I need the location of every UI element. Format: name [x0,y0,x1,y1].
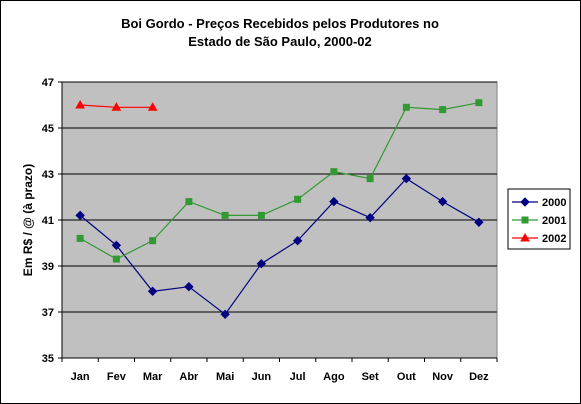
data-point [256,258,267,269]
series-layer [75,99,484,320]
data-point [75,99,85,109]
chart-title-line-2: Estado de São Paulo, 2000-02 [188,34,372,49]
x-tick-label: Fev [107,371,127,383]
data-point [147,286,158,297]
legend: 2000 2001 2002 [507,188,571,250]
x-tick-label: Mai [216,371,234,383]
data-point [112,255,120,263]
y-tick-label: 41 [42,215,54,227]
legend-marker [520,197,530,207]
y-tick-label: 35 [42,353,54,365]
x-tick-label: Out [397,371,416,383]
y-axis-ticks: 35 37 39 41 43 45 47 [42,77,63,365]
legend-marker [520,232,530,242]
data-point [366,175,374,183]
x-tick-label: Jul [290,371,306,383]
data-point [402,103,410,111]
y-tick-label: 45 [42,123,54,135]
x-tick-label: Ago [323,371,345,383]
data-point [401,173,412,184]
series-line [79,177,480,316]
data-point [220,309,230,320]
series-2001 [76,99,483,263]
data-point [437,196,448,207]
legend-item-2001: 2001 [512,215,566,227]
y-tick-label: 39 [42,261,54,273]
legend-box [507,188,571,250]
legend-label: 2000 [542,197,566,209]
y-tick-label: 47 [42,77,54,89]
data-point [292,235,303,246]
data-point [149,237,157,245]
x-tick-label: Set [362,371,379,383]
data-point [185,198,193,206]
series-2000 [75,173,484,320]
data-point [257,211,265,219]
x-tick-label: Nov [432,371,454,383]
data-point [221,211,229,219]
y-tick-label: 37 [42,307,54,319]
x-tick-label: Abr [179,371,199,383]
legend-marker [521,216,529,224]
data-point [75,210,85,221]
data-point [184,281,194,292]
grid-lines [62,81,497,313]
y-tick-label: 43 [42,169,54,181]
data-point [147,102,158,111]
x-tick-label: Jun [252,371,272,383]
legend-label: 2002 [542,233,566,245]
chart-title-line-1: Boi Gordo - Preços Recebidos pelos Produ… [121,16,439,31]
x-axis-ticks: Jan Fev Mar Abr Mai Jun Jul Ago Set Out Nov Dez [61,357,498,383]
x-tick-label: Mar [143,371,163,383]
data-point [475,99,483,107]
x-tick-label: Dez [469,371,489,383]
data-point [329,196,339,207]
data-point [294,195,302,203]
y-axis-label: Em R$ / @ (à prazo) [21,164,35,276]
legend-label: 2001 [542,215,566,227]
data-point [111,102,122,111]
data-point [76,234,84,242]
data-point [111,240,122,251]
legend-item-2002: 2002 [512,232,566,245]
data-point [439,106,447,114]
data-point [474,217,484,228]
data-point [365,212,375,223]
chart-title: Boi Gordo - Preços Recebidos pelos Produ… [60,15,500,51]
data-point [330,168,338,176]
x-tick-label: Jan [71,371,90,383]
legend-item-2000: 2000 [512,197,566,209]
series-2002 [75,99,158,111]
series-line [79,102,479,260]
